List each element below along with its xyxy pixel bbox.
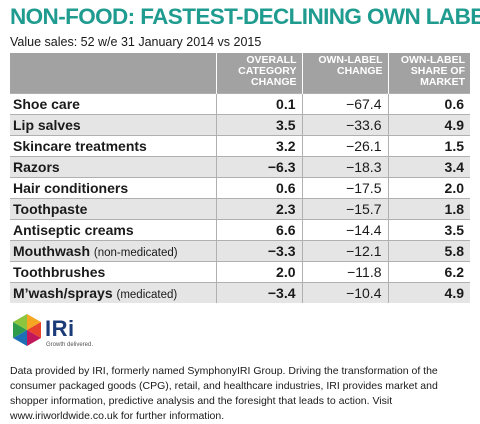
- own-label-share-value: 3.4: [387, 156, 470, 178]
- own-label-change-value: −26.1: [301, 135, 388, 157]
- category-label: Toothpaste: [13, 201, 88, 217]
- logo-hexagon-icon: [13, 314, 41, 346]
- category-name: Toothpaste: [10, 198, 216, 220]
- own-label-change-value: −15.7: [301, 198, 388, 220]
- category-label: Razors: [13, 159, 60, 175]
- overall-change-value: 2.3: [215, 198, 302, 220]
- own-label-change-value: −11.8: [301, 261, 388, 283]
- own-label-share-value: 6.2: [387, 261, 470, 283]
- data-table: OVERALL CATEGORY CHANGE OWN-LABEL CHANGE…: [10, 53, 470, 303]
- own-label-change-value: −12.1: [301, 240, 388, 262]
- page-title: NON-FOOD: FASTEST-DECLINING OWN LABEL: [10, 4, 480, 29]
- category-name: Skincare treatments: [10, 135, 216, 157]
- own-label-share-value: 5.8: [387, 240, 470, 262]
- category-note: (non-medicated): [93, 247, 178, 259]
- own-label-change-value: −10.4: [301, 282, 388, 303]
- table-header-row: OVERALL CATEGORY CHANGE OWN-LABEL CHANGE…: [10, 53, 470, 94]
- overall-change-value: 3.5: [215, 114, 302, 136]
- category-name: Razors: [10, 156, 216, 178]
- own-label-share-value: 1.5: [387, 135, 470, 157]
- category-name: Antiseptic creams: [10, 219, 216, 241]
- category-name: Toothbrushes: [10, 261, 216, 283]
- logo-brand-text: IRi: [45, 316, 75, 341]
- own-label-share-value: 0.6: [387, 93, 470, 115]
- category-label: M’wash/sprays: [13, 285, 113, 301]
- category-name: Lip salves: [10, 114, 216, 136]
- table-row: Shoe care 0.1 −67.4 0.6: [10, 93, 470, 115]
- category-name: Mouthwash (non-medicated): [10, 240, 216, 262]
- header-overall-change: OVERALL CATEGORY CHANGE: [215, 53, 302, 94]
- category-name: Shoe care: [10, 93, 216, 115]
- header-own-label-change: OWN-LABEL CHANGE: [301, 53, 388, 94]
- category-label: Shoe care: [13, 96, 80, 112]
- overall-change-value: 0.1: [215, 93, 302, 115]
- overall-change-value: 2.0: [215, 261, 302, 283]
- own-label-share-value: 2.0: [387, 177, 470, 199]
- source-info-text: Data provided by IRI, formerly named Sym…: [10, 365, 438, 422]
- table-row: Skincare treatments 3.2 −26.1 1.5: [10, 135, 470, 157]
- own-label-share-value: 4.9: [387, 282, 470, 303]
- table-row: M’wash/sprays (medicated) −3.4 −10.4 4.9: [10, 282, 470, 303]
- overall-change-value: −6.3: [215, 156, 302, 178]
- overall-change-value: −3.4: [215, 282, 302, 303]
- own-label-change-value: −33.6: [301, 114, 388, 136]
- category-label: Antiseptic creams: [13, 222, 134, 238]
- own-label-change-value: −14.4: [301, 219, 388, 241]
- own-label-share-value: 4.9: [387, 114, 470, 136]
- subtitle: Value sales: 52 w/e 31 January 2014 vs 2…: [10, 35, 262, 49]
- overall-change-value: 3.2: [215, 135, 302, 157]
- table-row: Razors −6.3 −18.3 3.4: [10, 156, 470, 178]
- own-label-change-value: −17.5: [301, 177, 388, 199]
- logo-tagline: Growth delivered.: [46, 342, 94, 348]
- table-row: Hair conditioners 0.6 −17.5 2.0: [10, 177, 470, 199]
- own-label-share-value: 3.5: [387, 219, 470, 241]
- category-name: Hair conditioners: [10, 177, 216, 199]
- table-row: Antiseptic creams 6.6 −14.4 3.5: [10, 219, 470, 241]
- overall-change-value: −3.3: [215, 240, 302, 262]
- table-row: Mouthwash (non-medicated) −3.3 −12.1 5.8: [10, 240, 470, 262]
- category-label: Skincare treatments: [13, 138, 147, 154]
- table-row: Toothbrushes 2.0 −11.8 6.2: [10, 261, 470, 283]
- table-row: Toothpaste 2.3 −15.7 1.8: [10, 198, 470, 220]
- overall-change-value: 0.6: [215, 177, 302, 199]
- category-note: (medicated): [116, 289, 178, 301]
- header-own-label-share: OWN-LABEL SHARE OF MARKET: [387, 53, 470, 94]
- category-label: Toothbrushes: [13, 264, 106, 280]
- own-label-share-value: 1.8: [387, 198, 470, 220]
- category-label: Hair conditioners: [13, 180, 129, 196]
- category-label: Lip salves: [13, 117, 81, 133]
- own-label-change-value: −18.3: [301, 156, 388, 178]
- header-blank: [10, 53, 216, 94]
- category-name: M’wash/sprays (medicated): [10, 282, 216, 303]
- iri-logo: [13, 314, 41, 346]
- table-row: Lip salves 3.5 −33.6 4.9: [10, 114, 470, 136]
- own-label-change-value: −67.4: [301, 93, 388, 115]
- overall-change-value: 6.6: [215, 219, 302, 241]
- category-label: Mouthwash: [13, 243, 90, 259]
